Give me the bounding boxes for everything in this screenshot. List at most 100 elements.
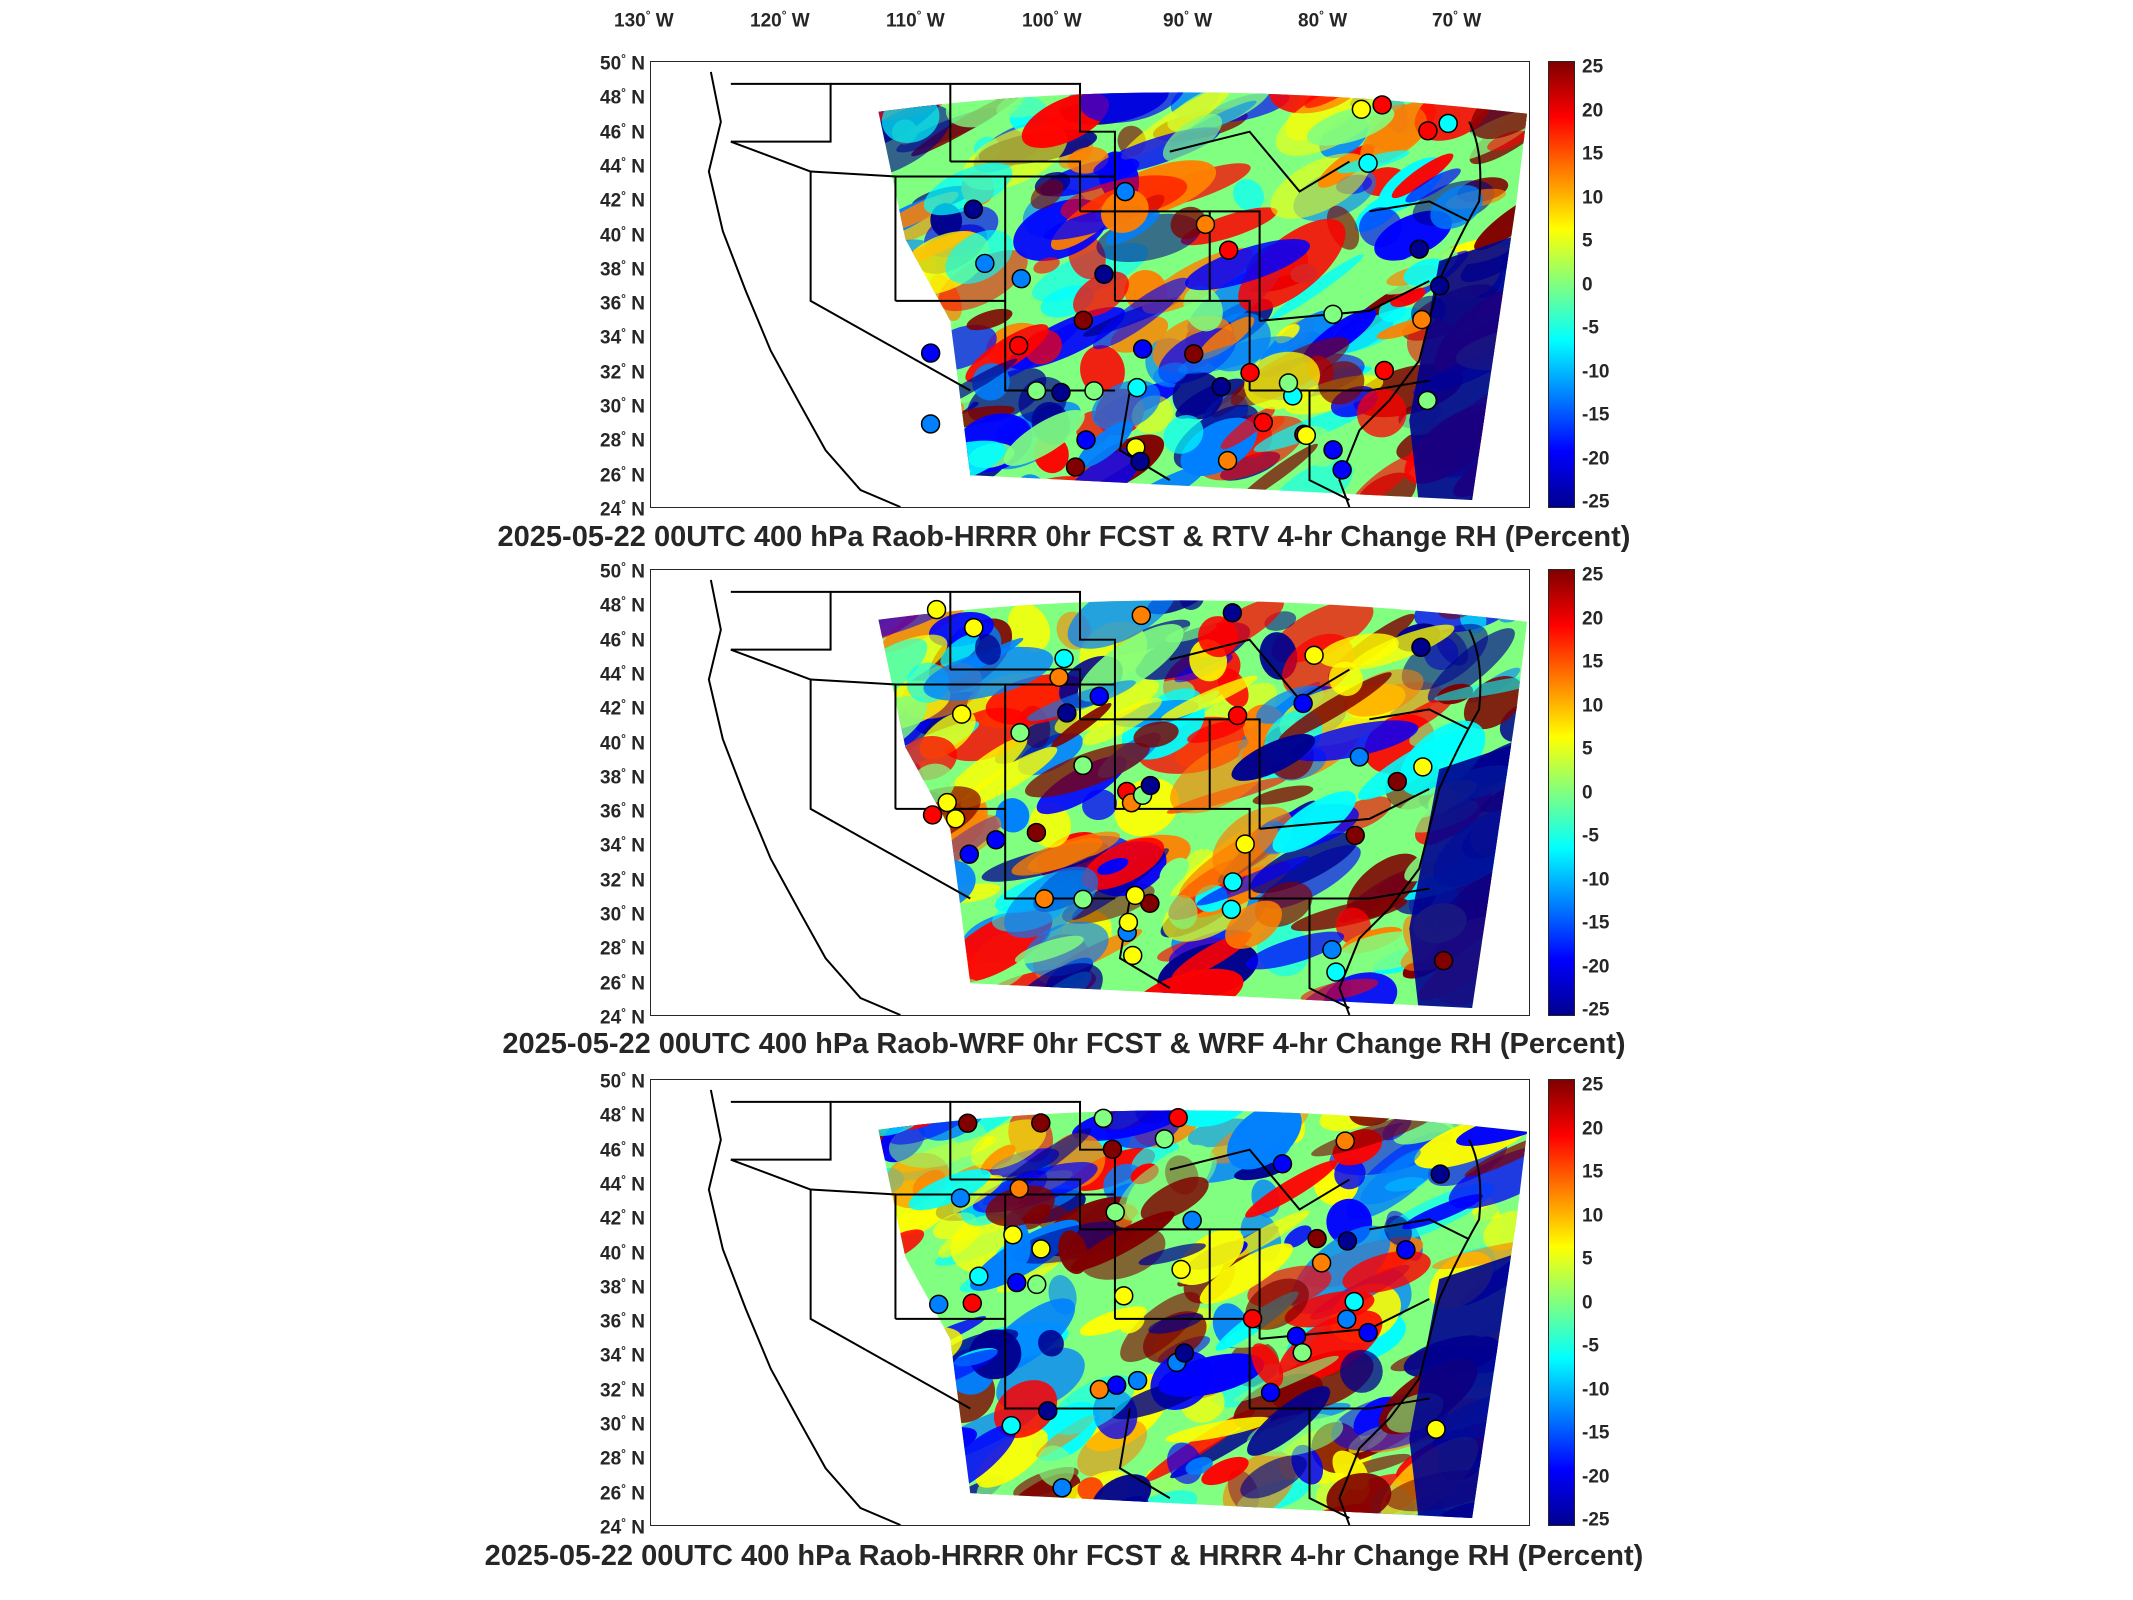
raob-station-marker	[1089, 686, 1110, 707]
lat-label-42n: 42° N	[600, 696, 645, 720]
raob-station-marker	[1253, 412, 1274, 433]
raob-station-marker	[1322, 939, 1342, 960]
lat-label-26n: 26° N	[600, 1481, 645, 1505]
raob-station-marker	[1387, 771, 1408, 792]
raob-station-marker	[922, 805, 943, 825]
raob-station-marker	[1168, 1108, 1188, 1128]
panel-title: 2025-05-22 00UTC 400 hPa Raob-HRRR 0hr F…	[484, 1540, 1644, 1572]
lat-label-34n: 34° N	[600, 325, 645, 350]
raob-station-marker	[1003, 1225, 1023, 1245]
raob-station-marker	[969, 1266, 989, 1286]
raob-station-marker	[1311, 1253, 1332, 1273]
colorbar-tick-label: -15	[1582, 912, 1610, 934]
colorbar-tick-label: -5	[1582, 825, 1599, 847]
raob-stations	[922, 599, 1454, 982]
raob-station-marker	[1278, 373, 1299, 393]
lat-label-38n: 38° N	[600, 257, 645, 281]
raob-station-marker	[1272, 1154, 1293, 1174]
raob-station-marker	[1174, 1343, 1195, 1363]
map-frame	[650, 569, 1530, 1016]
lat-label-36n: 36° N	[600, 291, 645, 315]
raob-station-marker	[1057, 703, 1077, 723]
raob-station-marker	[1411, 637, 1431, 658]
colorbar-tick-label: 20	[1582, 1118, 1604, 1139]
lat-label-32n: 32° N	[600, 1378, 645, 1402]
raob-station-marker	[1034, 889, 1055, 909]
rh-change-map	[707, 1089, 1528, 1525]
raob-station-marker	[920, 343, 941, 363]
lat-label-30n: 30° N	[600, 902, 645, 926]
raob-station-marker	[1211, 377, 1231, 397]
raob-station-marker	[1007, 1272, 1027, 1293]
raob-station-marker	[1326, 962, 1346, 982]
raob-station-marker	[1304, 645, 1324, 666]
raob-station-marker	[1184, 344, 1204, 364]
colorbar-tick-label: 10	[1582, 695, 1604, 716]
state-boundaries	[707, 579, 1482, 1015]
colorbar-tick-label: -25	[1582, 999, 1610, 1021]
raob-station-marker	[926, 599, 947, 620]
lon-label-130w: 130° W	[614, 8, 674, 32]
lat-label-46n: 46° N	[600, 627, 645, 652]
colorbar-tick-label: 0	[1582, 1292, 1593, 1313]
lat-label-30n: 30° N	[600, 394, 645, 418]
raob-station-marker	[1052, 1478, 1072, 1498]
raob-station-marker	[1222, 603, 1243, 623]
panel-title: 2025-05-22 00UTC 400 hPa Raob-HRRR 0hr F…	[497, 521, 1631, 553]
state-boundaries	[707, 71, 1482, 507]
raob-station-marker	[1026, 1274, 1047, 1295]
raob-station-marker	[1130, 451, 1150, 472]
lat-label-24n: 24° N	[600, 497, 645, 521]
raob-station-marker	[1011, 269, 1031, 289]
raob-station-marker	[1118, 912, 1139, 933]
raob-station-marker	[986, 830, 1006, 850]
raob-station-marker	[1344, 1291, 1364, 1312]
raob-station-marker	[1217, 450, 1238, 471]
raob-station-marker	[1307, 1228, 1327, 1249]
raob-station-marker	[1026, 822, 1047, 843]
raob-station-marker	[1358, 1322, 1378, 1343]
lat-label-50n: 50° N	[600, 1069, 645, 1093]
raob-stations	[920, 95, 1458, 480]
raob-station-marker	[1323, 304, 1343, 325]
lat-label-36n: 36° N	[600, 799, 645, 823]
colorbar	[1548, 1079, 1575, 1526]
lon-label-90w: 90° W	[1163, 8, 1213, 32]
lat-label-50n: 50° N	[600, 51, 645, 75]
colorbar-tick-label: 0	[1582, 274, 1593, 295]
lat-label-28n: 28° N	[600, 428, 645, 453]
raob-station-marker	[1171, 1259, 1191, 1280]
lon-label-80w: 80° W	[1298, 8, 1348, 32]
raob-station-marker	[1221, 899, 1242, 920]
raob-station-marker	[1073, 889, 1093, 910]
raob-station-marker	[1073, 310, 1094, 331]
raob-station-marker	[1008, 335, 1029, 356]
raob-station-marker	[1073, 755, 1093, 776]
colorbar-tick-label: 5	[1582, 1248, 1593, 1270]
lat-label-48n: 48° N	[600, 593, 645, 617]
raob-station-marker	[1396, 1240, 1416, 1260]
raob-station-marker	[1122, 945, 1143, 966]
panel-title: 2025-05-22 00UTC 400 hPa Raob-WRF 0hr FC…	[502, 1028, 1626, 1060]
raob-station-marker	[1182, 1210, 1202, 1231]
raob-station-marker	[1293, 693, 1313, 714]
raob-station-marker	[1154, 1129, 1175, 1149]
raob-station-marker	[1127, 1370, 1148, 1391]
lat-label-40n: 40° N	[600, 730, 645, 755]
raob-station-marker	[1026, 381, 1047, 401]
raob-station-marker	[1240, 362, 1260, 383]
raob-station-marker	[929, 1294, 949, 1315]
lat-label-44n: 44° N	[600, 662, 645, 686]
lat-label-46n: 46° N	[600, 119, 645, 144]
lon-label-100w: 100° W	[1022, 8, 1082, 32]
raob-station-marker	[937, 792, 957, 813]
lat-label-40n: 40° N	[600, 222, 645, 247]
latitude-axis: 50° N 48° N 46° N 44° N 42° N 40° N 38° N 36° N…	[560, 1070, 645, 1537]
colorbar-ticks: 25 20 15 10 5 0 -5 -10 -15 -20 -25	[1582, 1076, 1642, 1530]
lat-label-26n: 26° N	[600, 463, 645, 487]
colorbar-tick-label: 15	[1582, 651, 1604, 673]
raob-station-marker	[1430, 1164, 1450, 1184]
raob-station-marker	[950, 1188, 971, 1208]
lat-label-38n: 38° N	[600, 1275, 645, 1299]
lat-label-30n: 30° N	[600, 1412, 645, 1436]
